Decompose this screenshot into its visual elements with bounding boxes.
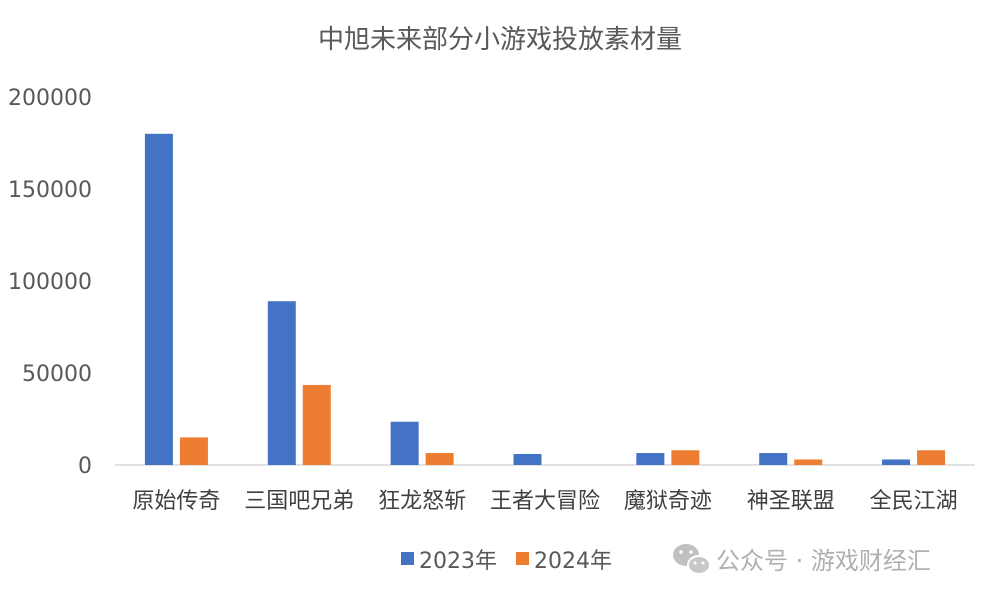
x-tick-label: 全民江湖 <box>870 489 958 514</box>
bar-2023年-三国吧兄弟 <box>267 301 296 465</box>
x-tick-label: 魔狱奇迹 <box>624 489 712 514</box>
y-tick-label: 200000 <box>8 86 92 111</box>
y-axis: 0 50000 100000 150000 200000 <box>8 86 92 479</box>
bars <box>144 133 946 466</box>
legend-label: 2023年 <box>419 549 497 574</box>
bar-2023年-全民江湖 <box>882 459 911 465</box>
bar-2023年-魔狱奇迹 <box>636 453 665 465</box>
bar-2024年-原始传奇 <box>179 437 208 465</box>
watermark-text: 公众号 · 游戏财经汇 <box>716 547 931 575</box>
wechat-icon <box>673 544 711 575</box>
bar-2023年-神圣联盟 <box>759 453 788 465</box>
x-tick-label: 神圣联盟 <box>747 489 835 514</box>
bar-2024年-魔狱奇迹 <box>671 450 700 465</box>
legend-label: 2024年 <box>534 549 612 574</box>
bar-2024年-全民江湖 <box>917 450 946 465</box>
x-tick-label: 王者大冒险 <box>490 489 600 514</box>
legend-swatch <box>401 552 414 565</box>
y-tick-label: 100000 <box>8 270 92 295</box>
bar-2023年-原始传奇 <box>144 133 173 466</box>
x-tick-label: 狂龙怒斩 <box>378 489 466 514</box>
bar-2024年-狂龙怒斩 <box>425 453 454 465</box>
legend-swatch <box>516 552 529 565</box>
chart-title: 中旭未来部分小游戏投放素材量 <box>318 25 682 55</box>
x-axis-labels: 原始传奇 三国吧兄弟 狂龙怒斩 王者大冒险 魔狱奇迹 神圣联盟 全民江湖 <box>132 489 957 514</box>
y-tick-label: 150000 <box>8 178 92 203</box>
y-tick-label: 0 <box>78 454 92 479</box>
bar-2023年-狂龙怒斩 <box>390 421 419 465</box>
watermark: 公众号 · 游戏财经汇 <box>673 544 931 575</box>
bar-2023年-王者大冒险 <box>513 453 542 465</box>
x-tick-label: 原始传奇 <box>132 489 220 514</box>
x-tick-label: 三国吧兄弟 <box>244 489 354 514</box>
bar-2024年-三国吧兄弟 <box>302 384 331 465</box>
legend: 2023年 2024年 <box>401 549 612 574</box>
bar-2024年-神圣联盟 <box>794 459 823 465</box>
y-tick-label: 50000 <box>22 362 92 387</box>
